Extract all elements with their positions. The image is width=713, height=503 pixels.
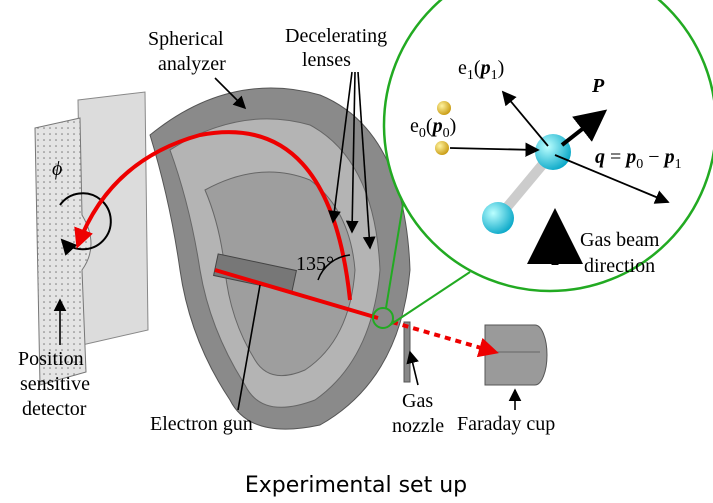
faraday-cup (485, 325, 547, 385)
electron-in (435, 141, 449, 155)
atom (535, 134, 571, 170)
pointer (410, 352, 418, 385)
label: Electron gun (150, 413, 253, 435)
gas-nozzle-tube (404, 322, 410, 382)
label: ϕ (52, 158, 62, 180)
diagram: Sphericalanalyzer Deceleratinglenses e1(… (0, 0, 713, 503)
atom (482, 202, 514, 234)
label: P (591, 75, 605, 97)
label: Faraday cup (457, 413, 555, 435)
electron-out (437, 101, 451, 115)
label: 135° (296, 253, 334, 275)
caption: Experimental set up (245, 473, 467, 498)
